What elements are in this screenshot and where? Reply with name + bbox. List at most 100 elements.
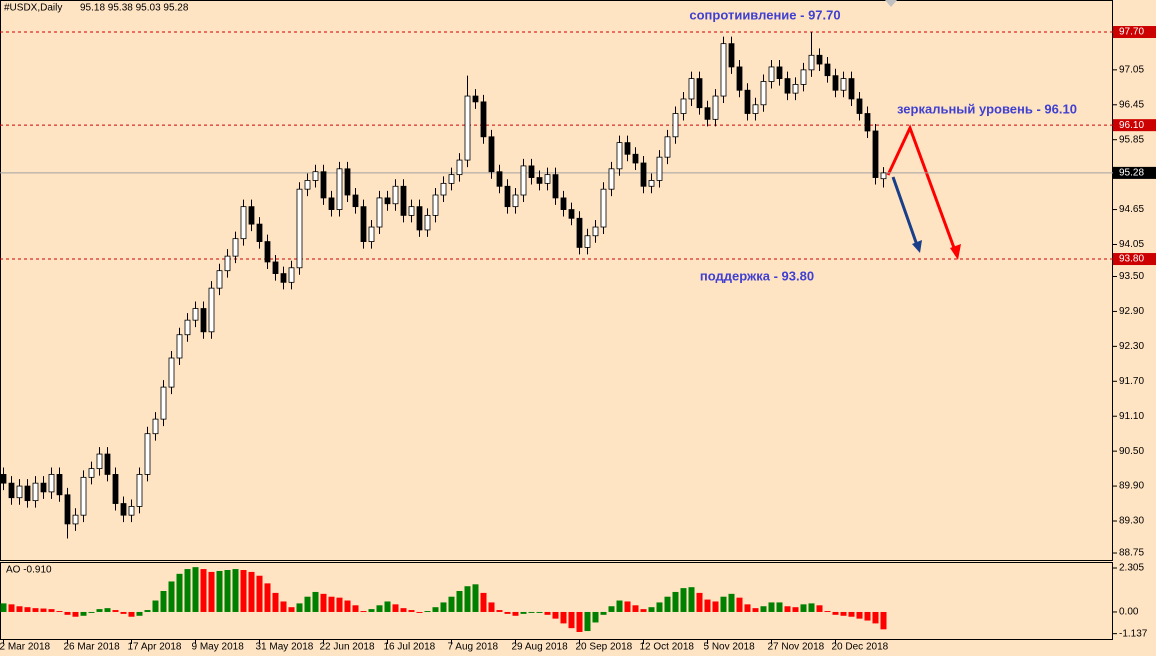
candle-body	[488, 136, 495, 173]
candle-body	[456, 159, 463, 176]
candle-body	[224, 255, 231, 272]
ao-bar	[400, 608, 407, 612]
ao-bar	[608, 606, 615, 612]
candle-body	[344, 168, 351, 196]
candle-body	[24, 485, 31, 502]
candle-body	[776, 66, 783, 79]
y-tick-label: 0.00	[1119, 607, 1139, 618]
candle-body	[704, 107, 711, 120]
candle-body	[8, 482, 15, 499]
ao-bar	[704, 599, 711, 612]
candle-body	[624, 142, 631, 155]
x-tick-label: 5 Nov 2018	[704, 642, 756, 653]
candle-body	[120, 503, 127, 516]
price-badge	[1113, 166, 1156, 179]
ao-bar	[336, 597, 343, 612]
ao-bar	[192, 567, 199, 612]
candle-body	[768, 66, 775, 82]
ao-bar	[536, 611, 543, 613]
candle-body	[760, 81, 767, 106]
ao-bar	[8, 604, 15, 612]
ao-bar	[384, 601, 391, 612]
ao-bar	[848, 611, 855, 617]
candle-body	[864, 113, 871, 132]
ao-bar	[720, 596, 727, 612]
ao-bar	[360, 611, 367, 612]
red-arrowhead	[950, 244, 961, 260]
main-panel	[0, 0, 1113, 561]
ao-bar	[688, 587, 695, 612]
ao-bar	[856, 611, 863, 619]
candle-body	[648, 180, 655, 187]
x-tick-label: 7 Aug 2018	[448, 642, 499, 653]
candle-body	[848, 78, 855, 100]
candle-body	[160, 386, 167, 420]
candle-body	[112, 474, 119, 504]
candle-body	[416, 206, 423, 231]
candle-body	[440, 182, 447, 196]
candle-body	[432, 194, 439, 216]
ao-bar	[496, 610, 503, 612]
y-tick-label: 96.45	[1119, 99, 1144, 110]
red-arrow	[886, 124, 959, 257]
ao-bar	[600, 611, 607, 615]
ao-bar	[152, 600, 159, 612]
candle-body	[608, 168, 615, 190]
candle-body	[616, 142, 623, 170]
candle-body	[856, 98, 863, 114]
resistance-note: сопротиивление - 97.70	[689, 7, 840, 22]
ao-bar	[176, 573, 183, 612]
candle-body	[728, 43, 735, 68]
ao-bar	[408, 610, 415, 612]
ao-bar	[424, 611, 431, 612]
ao-bar	[504, 611, 511, 614]
candle-body	[560, 197, 567, 210]
candle-body	[384, 197, 391, 205]
level-badge-label: 96.10	[1119, 120, 1144, 131]
candle-body	[664, 136, 671, 158]
candle-body	[96, 453, 103, 470]
ao-bar	[248, 571, 255, 612]
candle-body	[288, 267, 295, 283]
candle-body	[568, 209, 575, 219]
candle-body	[712, 95, 719, 120]
ao-bar	[712, 601, 719, 612]
ao-bar	[760, 606, 767, 612]
candle-body	[544, 174, 551, 184]
candle-body	[184, 319, 191, 336]
candle-body	[496, 171, 503, 187]
ao-bar	[16, 606, 23, 612]
candle-body	[480, 101, 487, 138]
ao-bar	[472, 584, 479, 612]
ao-bar	[456, 590, 463, 612]
y-tick-label: 92.90	[1119, 306, 1144, 317]
ao-bar	[576, 611, 583, 632]
ao-bar	[824, 611, 831, 612]
candle-body	[720, 43, 727, 97]
ao-bar	[448, 596, 455, 612]
candle-body	[152, 418, 159, 435]
ao-bar	[696, 592, 703, 612]
candle-body	[512, 194, 519, 208]
ao-bar	[296, 603, 303, 612]
candle-body	[472, 95, 479, 103]
x-tick-label: 26 Mar 2018	[64, 642, 121, 653]
candle-body	[816, 54, 823, 65]
y-tick-label: 2.305	[1119, 563, 1144, 574]
ao-bar	[168, 581, 175, 612]
ao-bar	[224, 570, 231, 612]
ao-bar	[672, 591, 679, 612]
candle-body	[656, 156, 663, 181]
ao-title: AO -0.910	[6, 565, 52, 576]
candle-body	[784, 78, 791, 94]
ao-bar	[864, 611, 871, 621]
ao-bar	[24, 607, 31, 612]
ao-bar	[736, 597, 743, 612]
ao-bar	[240, 570, 247, 612]
candle-body	[880, 172, 887, 180]
ao-bar	[200, 569, 207, 612]
candle-body	[448, 174, 455, 184]
ao-bar	[0, 603, 7, 612]
support-note: поддержка - 93.80	[700, 268, 814, 283]
ao-bar	[664, 596, 671, 612]
